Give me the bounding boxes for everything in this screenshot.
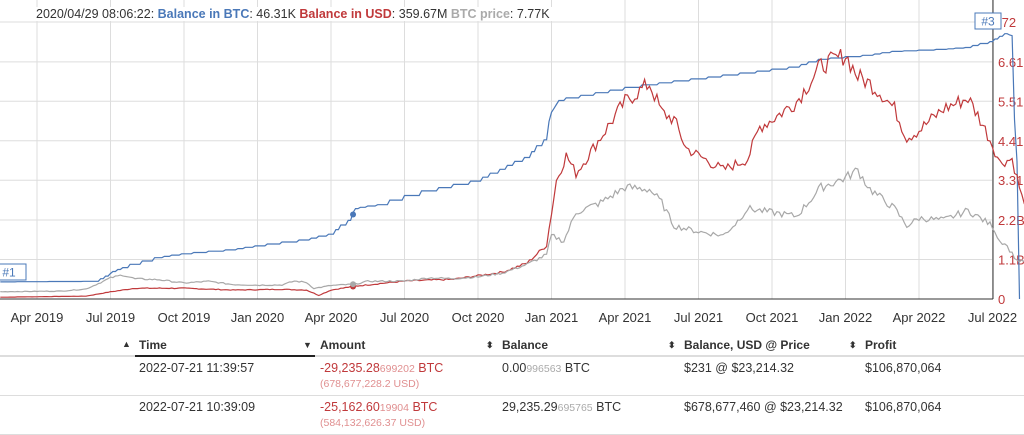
balance-decimals: 695765: [557, 402, 593, 414]
column-amount[interactable]: Amount: [320, 338, 366, 352]
balance-main: 0.00: [502, 361, 527, 375]
sort-icon[interactable]: ▲: [122, 339, 131, 349]
amount-unit: BTC: [408, 400, 438, 414]
x-tick-label: Oct 2020: [452, 310, 505, 325]
amount-main: -25,162.60: [320, 400, 380, 414]
row-profit: $106,870,064: [865, 400, 942, 414]
row-amount: -25,162.6019904 BTC: [320, 400, 437, 414]
row-time: 2022-07-21 11:39:57: [139, 361, 255, 375]
x-tick-label: Jul 2020: [380, 310, 429, 325]
y-tick-label: 4.41: [998, 134, 1023, 149]
legend-btc-value: : 46.31K: [249, 7, 296, 21]
y-tick-label: 1.1B: [998, 253, 1024, 268]
table-header: ▲ Time ▼ Amount ⬍ Balance ⬍ Balance, USD…: [0, 333, 1024, 357]
series-line-balance-in-usd: [0, 49, 1024, 298]
legend-btc-label: Balance in BTC: [157, 7, 250, 21]
x-tick-label: Apr 2019: [11, 310, 64, 325]
row-time: 2022-07-21 10:39:09: [139, 400, 256, 414]
x-tick-label: Apr 2021: [599, 310, 652, 325]
table-row[interactable]: 2022-07-21 10:39:09 -25,162.6019904 BTC …: [0, 396, 1024, 435]
legend-price-value: : 7.77K: [509, 7, 550, 21]
row-balance: 0.00996563 BTC: [502, 361, 590, 375]
column-time[interactable]: Time: [139, 338, 167, 352]
x-tick-label: Jul 2019: [86, 310, 135, 325]
legend-usd-value: : 359.67M: [391, 7, 448, 21]
column-balance-usd[interactable]: Balance, USD @ Price: [684, 338, 810, 352]
amount-decimals: 699202: [379, 363, 415, 375]
transactions-table: ▲ Time ▼ Amount ⬍ Balance ⬍ Balance, USD…: [0, 333, 1024, 435]
sort-icon[interactable]: ⬍: [849, 340, 857, 350]
x-tick-label: Jul 2022: [968, 310, 1017, 325]
legend-timestamp: 2020/04/29 08:06:22:: [36, 7, 155, 21]
y-tick-label: .72: [998, 15, 1016, 30]
sort-icon[interactable]: ⬍: [668, 340, 676, 350]
row-amount-usd: (584,132,626.37 USD): [320, 417, 426, 429]
x-tick-label: Apr 2022: [893, 310, 946, 325]
y-tick-label: 2.2B: [998, 213, 1024, 228]
x-tick-label: Oct 2021: [746, 310, 799, 325]
legend-usd-label: Balance in USD: [299, 7, 392, 21]
amount-decimals: 19904: [379, 402, 409, 414]
event-marker-box: [0, 263, 27, 281]
event-marker-box: [974, 12, 1002, 30]
column-profit[interactable]: Profit: [865, 338, 897, 352]
x-tick-label: Jan 2020: [231, 310, 285, 325]
event-marker-label: #1: [2, 266, 16, 280]
row-balance: 29,235.29695765 BTC: [502, 400, 621, 414]
sort-desc-icon[interactable]: ▼: [303, 340, 312, 350]
chart-legend: 2020/04/29 08:06:22: Balance in BTC: 46.…: [34, 7, 552, 21]
balance-decimals: 996563: [526, 363, 562, 375]
row-balance-usd: $678,677,460 @ $23,214.32: [684, 400, 843, 414]
balance-main: 29,235.29: [502, 400, 558, 414]
hover-point: [350, 211, 357, 218]
row-profit: $106,870,064: [865, 361, 942, 375]
x-tick-label: Jan 2022: [819, 310, 873, 325]
x-tick-label: Oct 2019: [158, 310, 211, 325]
series-line-balance-in-btc: [0, 33, 1021, 300]
series-line-btc-price: [0, 167, 1024, 293]
row-amount-usd: (678,677,228.2 USD): [320, 378, 420, 390]
legend-price-label: BTC price: [450, 7, 510, 21]
balance-unit: BTC: [592, 400, 622, 414]
amount-unit: BTC: [414, 361, 444, 375]
y-tick-label: 6.61: [998, 55, 1023, 70]
row-amount: -29,235.28699202 BTC: [320, 361, 443, 375]
active-sort-underline: [135, 355, 315, 357]
y-tick-label: 0: [998, 292, 1005, 307]
sort-icon[interactable]: ⬍: [486, 340, 494, 350]
row-balance-usd: $231 @ $23,214.32: [684, 361, 795, 375]
x-tick-label: Apr 2020: [305, 310, 358, 325]
x-tick-label: Jan 2021: [525, 310, 579, 325]
y-tick-label: 5.51: [998, 94, 1023, 109]
x-tick-label: Jul 2021: [674, 310, 723, 325]
column-balance[interactable]: Balance: [502, 338, 549, 352]
table-row[interactable]: 2022-07-21 11:39:57 -29,235.28699202 BTC…: [0, 357, 1024, 396]
amount-main: -29,235.28: [320, 361, 380, 375]
balance-unit: BTC: [561, 361, 590, 375]
event-marker-label: #3: [981, 15, 995, 29]
hover-point: [350, 281, 357, 288]
